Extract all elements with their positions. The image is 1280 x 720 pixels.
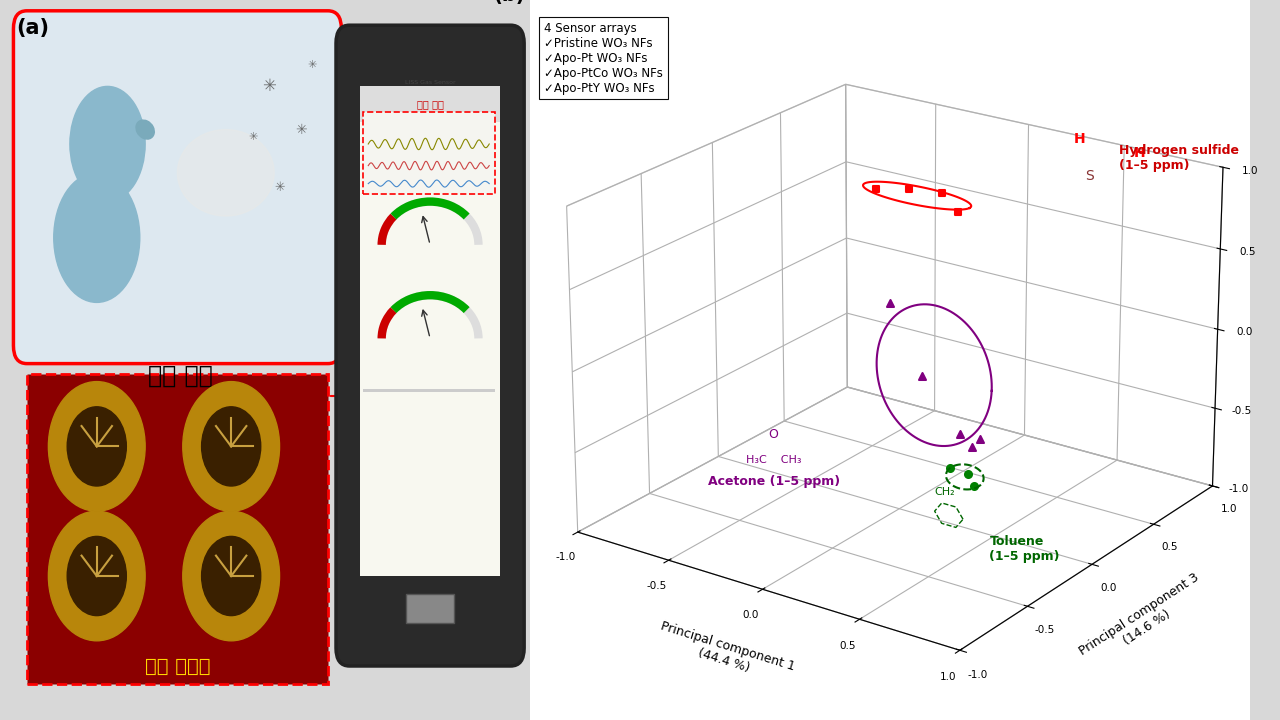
Ellipse shape xyxy=(136,120,155,139)
Text: LISS Gas Sensor: LISS Gas Sensor xyxy=(404,81,456,85)
Text: (b): (b) xyxy=(494,0,525,4)
FancyBboxPatch shape xyxy=(364,112,494,194)
FancyBboxPatch shape xyxy=(14,11,342,364)
Circle shape xyxy=(202,536,261,616)
Text: 센서 신호: 센서 신호 xyxy=(417,99,443,109)
Bar xyxy=(360,86,500,576)
Text: ✳: ✳ xyxy=(262,77,275,95)
X-axis label: Principal component 1
(44.4 %): Principal component 1 (44.4 %) xyxy=(655,619,796,688)
Bar xyxy=(406,594,454,623)
Circle shape xyxy=(68,407,127,486)
Ellipse shape xyxy=(54,173,140,302)
Text: 센서 어레이: 센서 어레이 xyxy=(145,657,210,675)
Circle shape xyxy=(183,511,279,641)
Text: ✳: ✳ xyxy=(248,132,257,142)
Text: ✳: ✳ xyxy=(307,60,316,70)
Text: 4 Sensor arrays
✓Pristine WO₃ NFs
✓Apo-Pt WO₃ NFs
✓Apo-PtCo WO₃ NFs
✓Apo-PtY WO₃: 4 Sensor arrays ✓Pristine WO₃ NFs ✓Apo-P… xyxy=(544,22,663,94)
Circle shape xyxy=(49,511,145,641)
Circle shape xyxy=(183,382,279,511)
Text: ✳: ✳ xyxy=(296,122,307,137)
Text: 날숨 주입: 날숨 주입 xyxy=(147,364,212,387)
Circle shape xyxy=(68,536,127,616)
Bar xyxy=(27,374,328,684)
Bar xyxy=(360,86,500,122)
Circle shape xyxy=(49,382,145,511)
Circle shape xyxy=(202,407,261,486)
Bar xyxy=(364,389,494,392)
Y-axis label: Principal component 3
(14.6 %): Principal component 3 (14.6 %) xyxy=(1076,571,1210,671)
Ellipse shape xyxy=(178,130,274,216)
Text: ✳: ✳ xyxy=(274,181,285,194)
Ellipse shape xyxy=(70,86,145,202)
Text: (a): (a) xyxy=(17,18,49,38)
FancyBboxPatch shape xyxy=(335,25,525,666)
